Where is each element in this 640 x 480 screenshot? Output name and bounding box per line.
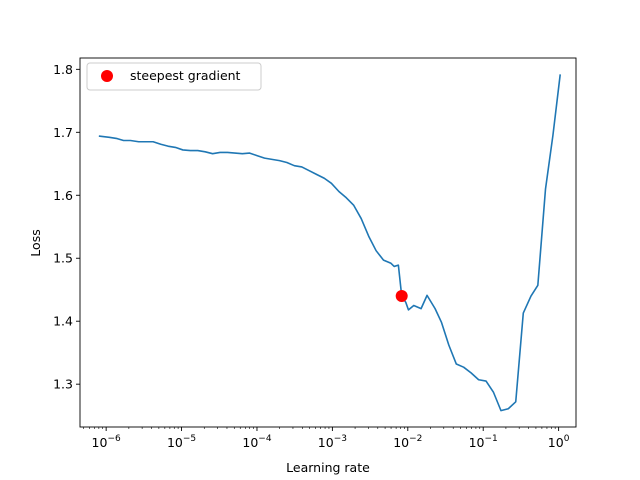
y-tick-label: 1.8 bbox=[53, 62, 73, 77]
y-axis-label: Loss bbox=[28, 229, 43, 256]
y-tick-label: 1.5 bbox=[53, 251, 73, 266]
axes-frame bbox=[79, 57, 577, 428]
steepest-gradient-point bbox=[395, 290, 408, 303]
y-axis-ticks: 1.3 1.4 1.5 1.6 1.7 1.8 bbox=[53, 62, 80, 392]
legend-label: steepest gradient bbox=[130, 68, 241, 83]
loss-curve bbox=[98, 74, 562, 412]
x-axis-label: Learning rate bbox=[286, 460, 370, 475]
y-tick-label: 1.6 bbox=[53, 188, 73, 203]
legend-box bbox=[86, 62, 262, 91]
plot-area bbox=[79, 57, 577, 428]
y-tick-label: 1.7 bbox=[53, 125, 73, 140]
legend-marker bbox=[101, 70, 113, 82]
y-tick-label: 1.4 bbox=[53, 314, 73, 329]
legend: steepest gradient bbox=[86, 62, 262, 91]
y-tick-label: 1.3 bbox=[53, 377, 73, 392]
